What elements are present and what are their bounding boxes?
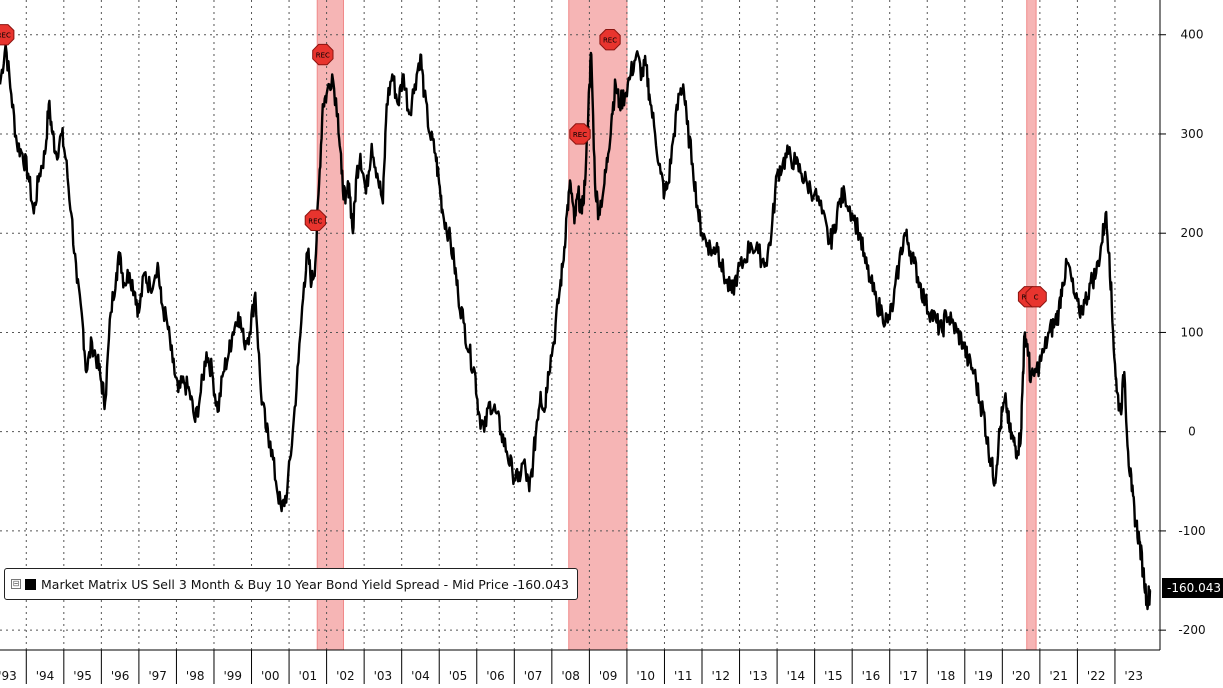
x-tick-label: '21 <box>1049 669 1068 683</box>
series-line-layer <box>0 43 1152 611</box>
rec-marker: REC <box>312 43 334 66</box>
y-tick-label: -200 <box>1178 623 1205 637</box>
rec-marker-label: REC <box>308 217 322 225</box>
y-tick-label: 0 <box>1188 425 1196 439</box>
x-tick-label: '04 <box>411 669 430 683</box>
x-tick-label: '06 <box>486 669 505 683</box>
x-tick-label: '05 <box>449 669 468 683</box>
x-tick-label: '99 <box>223 669 242 683</box>
x-tick-label: '16 <box>862 669 881 683</box>
rec-marker-shape <box>312 43 334 66</box>
rec-marker-label: REC <box>316 52 330 60</box>
rec-marker-shape <box>1025 286 1047 308</box>
x-tick-label: '10 <box>636 669 655 683</box>
x-tick-label: '97 <box>148 669 167 683</box>
x-tick-label: '07 <box>524 669 543 683</box>
x-tick-label: '15 <box>824 669 843 683</box>
rec-marker-shape <box>599 29 621 51</box>
gridlines <box>0 0 1160 650</box>
rec-marker: REC <box>304 209 326 231</box>
x-tick-label: '09 <box>599 669 618 683</box>
x-tick-label: '22 <box>1087 669 1106 683</box>
legend-series-value: -160.043 <box>509 577 569 592</box>
x-tick-label: '11 <box>674 669 693 683</box>
y-tick-label: 400 <box>1181 28 1204 42</box>
x-tick-label: '23 <box>1124 669 1143 683</box>
x-tick-label: '01 <box>299 669 318 683</box>
recession-band <box>568 0 627 650</box>
x-tick-label: '95 <box>73 669 92 683</box>
last-value-tag: -160.043 <box>1162 578 1223 598</box>
x-tick-label: '08 <box>561 669 580 683</box>
x-tick-label: '00 <box>261 669 280 683</box>
x-tick-label: '96 <box>111 669 130 683</box>
x-tick-label: '20 <box>1012 669 1031 683</box>
rec-marker-label: C <box>1034 294 1039 302</box>
legend-series-name: Market Matrix US Sell 3 Month & Buy 10 Y… <box>41 576 509 592</box>
rec-marker-label: REC <box>603 37 617 45</box>
x-tick-label: '93 <box>0 669 17 683</box>
rec-marker: REC <box>599 29 621 51</box>
x-tick-label: '02 <box>336 669 355 683</box>
rec-markers: RECRECRECRECRECRECC <box>0 24 1047 308</box>
x-tick-label: '94 <box>36 669 55 683</box>
rec-marker-shape <box>304 209 326 231</box>
y-tick-label: -100 <box>1178 524 1205 538</box>
rec-marker: C <box>1025 286 1047 308</box>
y-tick-label: 100 <box>1181 325 1204 339</box>
rec-marker-label: REC <box>573 131 587 139</box>
recession-band <box>1026 0 1037 650</box>
x-tick-label: '17 <box>899 669 918 683</box>
legend[interactable]: ⊟ Market Matrix US Sell 3 Month & Buy 10… <box>4 568 578 600</box>
legend-last-value: -160.043 <box>512 576 569 592</box>
series-line <box>0 43 1152 611</box>
x-tick-label: '03 <box>374 669 393 683</box>
rec-marker-shape <box>0 24 15 46</box>
x-tick-label: '98 <box>186 669 205 683</box>
legend-collapse-icon[interactable]: ⊟ <box>11 579 21 589</box>
legend-swatch <box>25 578 36 590</box>
rec-marker: REC <box>569 123 591 145</box>
rec-marker-shape <box>569 123 591 145</box>
x-tick-label: '12 <box>711 669 730 683</box>
x-tick-label: '13 <box>749 669 768 683</box>
rec-marker: REC <box>0 24 15 46</box>
y-tick-label: 300 <box>1181 127 1204 141</box>
y-tick-label: 200 <box>1181 226 1204 240</box>
x-tick-label: '19 <box>974 669 993 683</box>
recession-band <box>317 0 344 650</box>
recession-bands <box>316 0 1037 650</box>
rec-marker-label: REC <box>0 32 11 40</box>
x-tick-label: '14 <box>787 669 806 683</box>
x-tick-label: '18 <box>937 669 956 683</box>
